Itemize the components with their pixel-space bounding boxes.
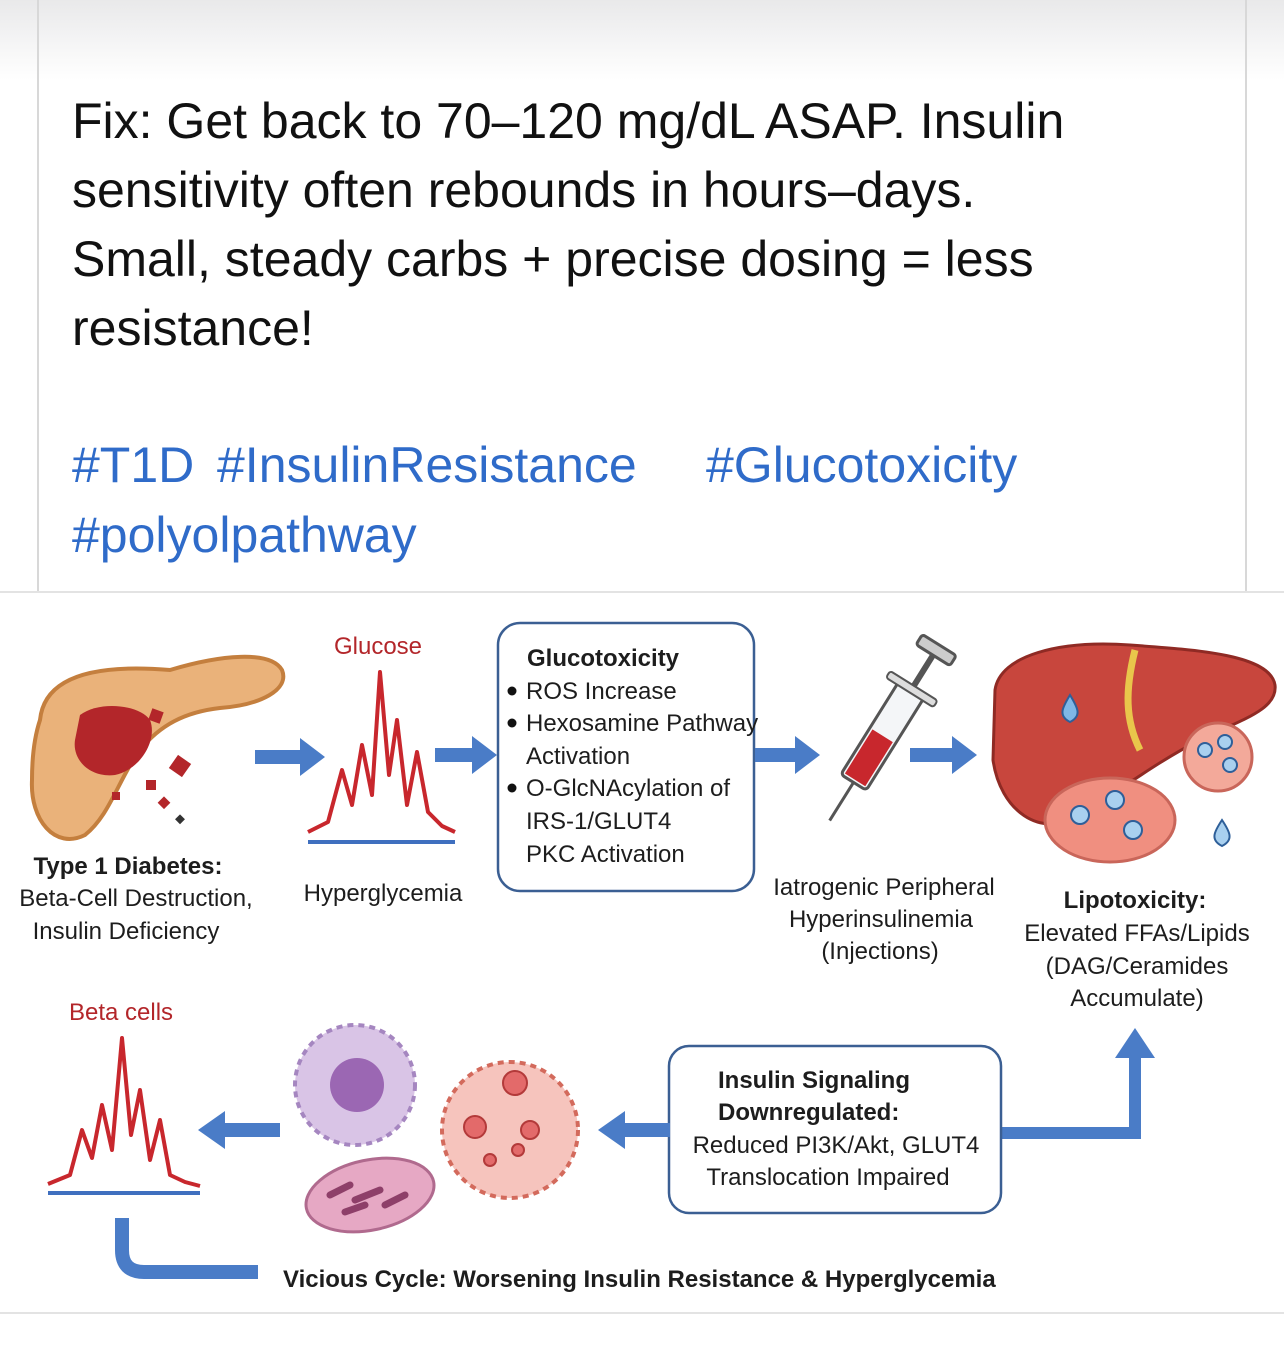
- liver-icon: [991, 642, 1277, 864]
- caption-line: Hyperinsulinemia: [789, 906, 974, 933]
- cell: [440, 1060, 580, 1200]
- body-line: sensitivity often rebounds in hours–days…: [72, 162, 975, 218]
- lipid: [1222, 757, 1238, 773]
- vesicle: [483, 1153, 497, 1167]
- flow-arrow: [435, 736, 497, 774]
- caption-title: Lipotoxicity:: [1064, 887, 1207, 914]
- flow-arrow: [255, 738, 325, 776]
- glucotoxicity-box: [496, 621, 756, 893]
- caption-line: (Injections): [821, 938, 938, 965]
- box-line: Hexosamine Pathway: [526, 710, 758, 737]
- caption-line: Insulin Deficiency: [33, 918, 220, 945]
- box-title: Downregulated:: [718, 1099, 899, 1126]
- caption-line: (DAG/Ceramides: [1046, 953, 1229, 980]
- lipid: [1197, 742, 1213, 758]
- pancreas-body: [29, 654, 286, 841]
- cells-icon: [293, 1023, 580, 1234]
- caption-line: Beta-Cell Destruction,: [19, 885, 252, 912]
- lipid: [1217, 734, 1233, 750]
- top-fade: [0, 0, 1284, 80]
- arrowhead: [1115, 1028, 1155, 1058]
- pancreas-icon: [29, 654, 286, 841]
- box-line: Activation: [526, 743, 630, 770]
- box-line: PKC Activation: [526, 841, 685, 868]
- fat-tissue: [1043, 776, 1177, 864]
- droplet: [1213, 818, 1231, 848]
- vesicle: [502, 1070, 528, 1096]
- caption-line: Elevated FFAs/Lipids: [1024, 920, 1249, 947]
- lipid: [1123, 820, 1143, 840]
- nucleus: [330, 1058, 384, 1112]
- box-line: IRS-1/GLUT4: [526, 808, 671, 835]
- bullet: [507, 718, 517, 728]
- post-body: Fix: Get back to 70–120 mg/dL ASAP. Insu…: [72, 93, 1064, 356]
- droplet: [1061, 693, 1079, 724]
- hashtags: #T1D #InsulinResistance #Glucotoxicity #…: [72, 437, 1017, 563]
- gallbladder: [1124, 649, 1144, 752]
- box-line: Reduced PI3K/Akt, GLUT4: [693, 1132, 980, 1159]
- fat-cell: [1182, 721, 1254, 793]
- bullet: [507, 783, 517, 793]
- glucose-label: Glucose: [334, 633, 422, 660]
- syringe-fluid: [844, 729, 893, 787]
- hashtag[interactable]: #Glucotoxicity: [706, 437, 1017, 493]
- syringe-icon: [828, 634, 957, 822]
- cycle-line: [115, 1218, 258, 1279]
- box-line: O-GlcNAcylation of: [526, 775, 730, 802]
- flow-arrow: [198, 1111, 280, 1149]
- syringe-needle: [828, 781, 855, 822]
- flow-arrow: [1002, 1055, 1141, 1139]
- box-title: Insulin Signaling: [718, 1067, 910, 1094]
- flow-arrow: [598, 1111, 670, 1149]
- box-title: Glucotoxicity: [527, 645, 680, 672]
- hashtag[interactable]: #T1D: [72, 437, 194, 493]
- box-line: Translocation Impaired: [706, 1164, 949, 1191]
- body-line: Small, steady carbs + precise dosing = l…: [72, 231, 1034, 287]
- lipid: [1105, 790, 1125, 810]
- flow-arrow: [910, 736, 977, 774]
- beta-cells-label: Beta cells: [69, 999, 173, 1026]
- debris: [148, 708, 164, 724]
- hashtag[interactable]: #InsulinResistance: [217, 437, 637, 493]
- caption-line: Accumulate): [1070, 985, 1203, 1012]
- flow-arrow: [755, 736, 820, 774]
- hyperglycemia-label: Hyperglycemia: [304, 880, 463, 907]
- hashtag[interactable]: #polyolpathway: [72, 507, 417, 563]
- syringe-plunger: [909, 653, 936, 691]
- glucose-spikes: [307, 670, 456, 834]
- syringe-flange: [886, 671, 938, 708]
- caption-title: Type 1 Diabetes:: [34, 853, 223, 880]
- pancreas-damage: [74, 705, 152, 776]
- footer: Vicious Cycle: Worsening Insulin Resista…: [283, 1266, 996, 1293]
- debris: [112, 792, 120, 800]
- box-line: ROS Increase: [526, 678, 677, 705]
- syringe-handle: [915, 634, 957, 667]
- debris: [146, 780, 156, 790]
- caption-line: Iatrogenic Peripheral: [773, 874, 994, 901]
- body-line: Fix: Get back to 70–120 mg/dL ASAP. Insu…: [72, 93, 1064, 149]
- infographic: Type 1 Diabetes: Beta-Cell Destruction, …: [0, 591, 1284, 1314]
- vesicle: [511, 1143, 525, 1157]
- beta-spikes: [47, 1036, 201, 1188]
- body-line: resistance!: [72, 300, 314, 356]
- vesicle: [520, 1120, 540, 1140]
- lipid: [1070, 805, 1090, 825]
- debris: [157, 796, 171, 810]
- bullet: [507, 686, 517, 696]
- cristae: [326, 1181, 409, 1216]
- vesicle: [463, 1115, 487, 1139]
- debris: [168, 754, 192, 778]
